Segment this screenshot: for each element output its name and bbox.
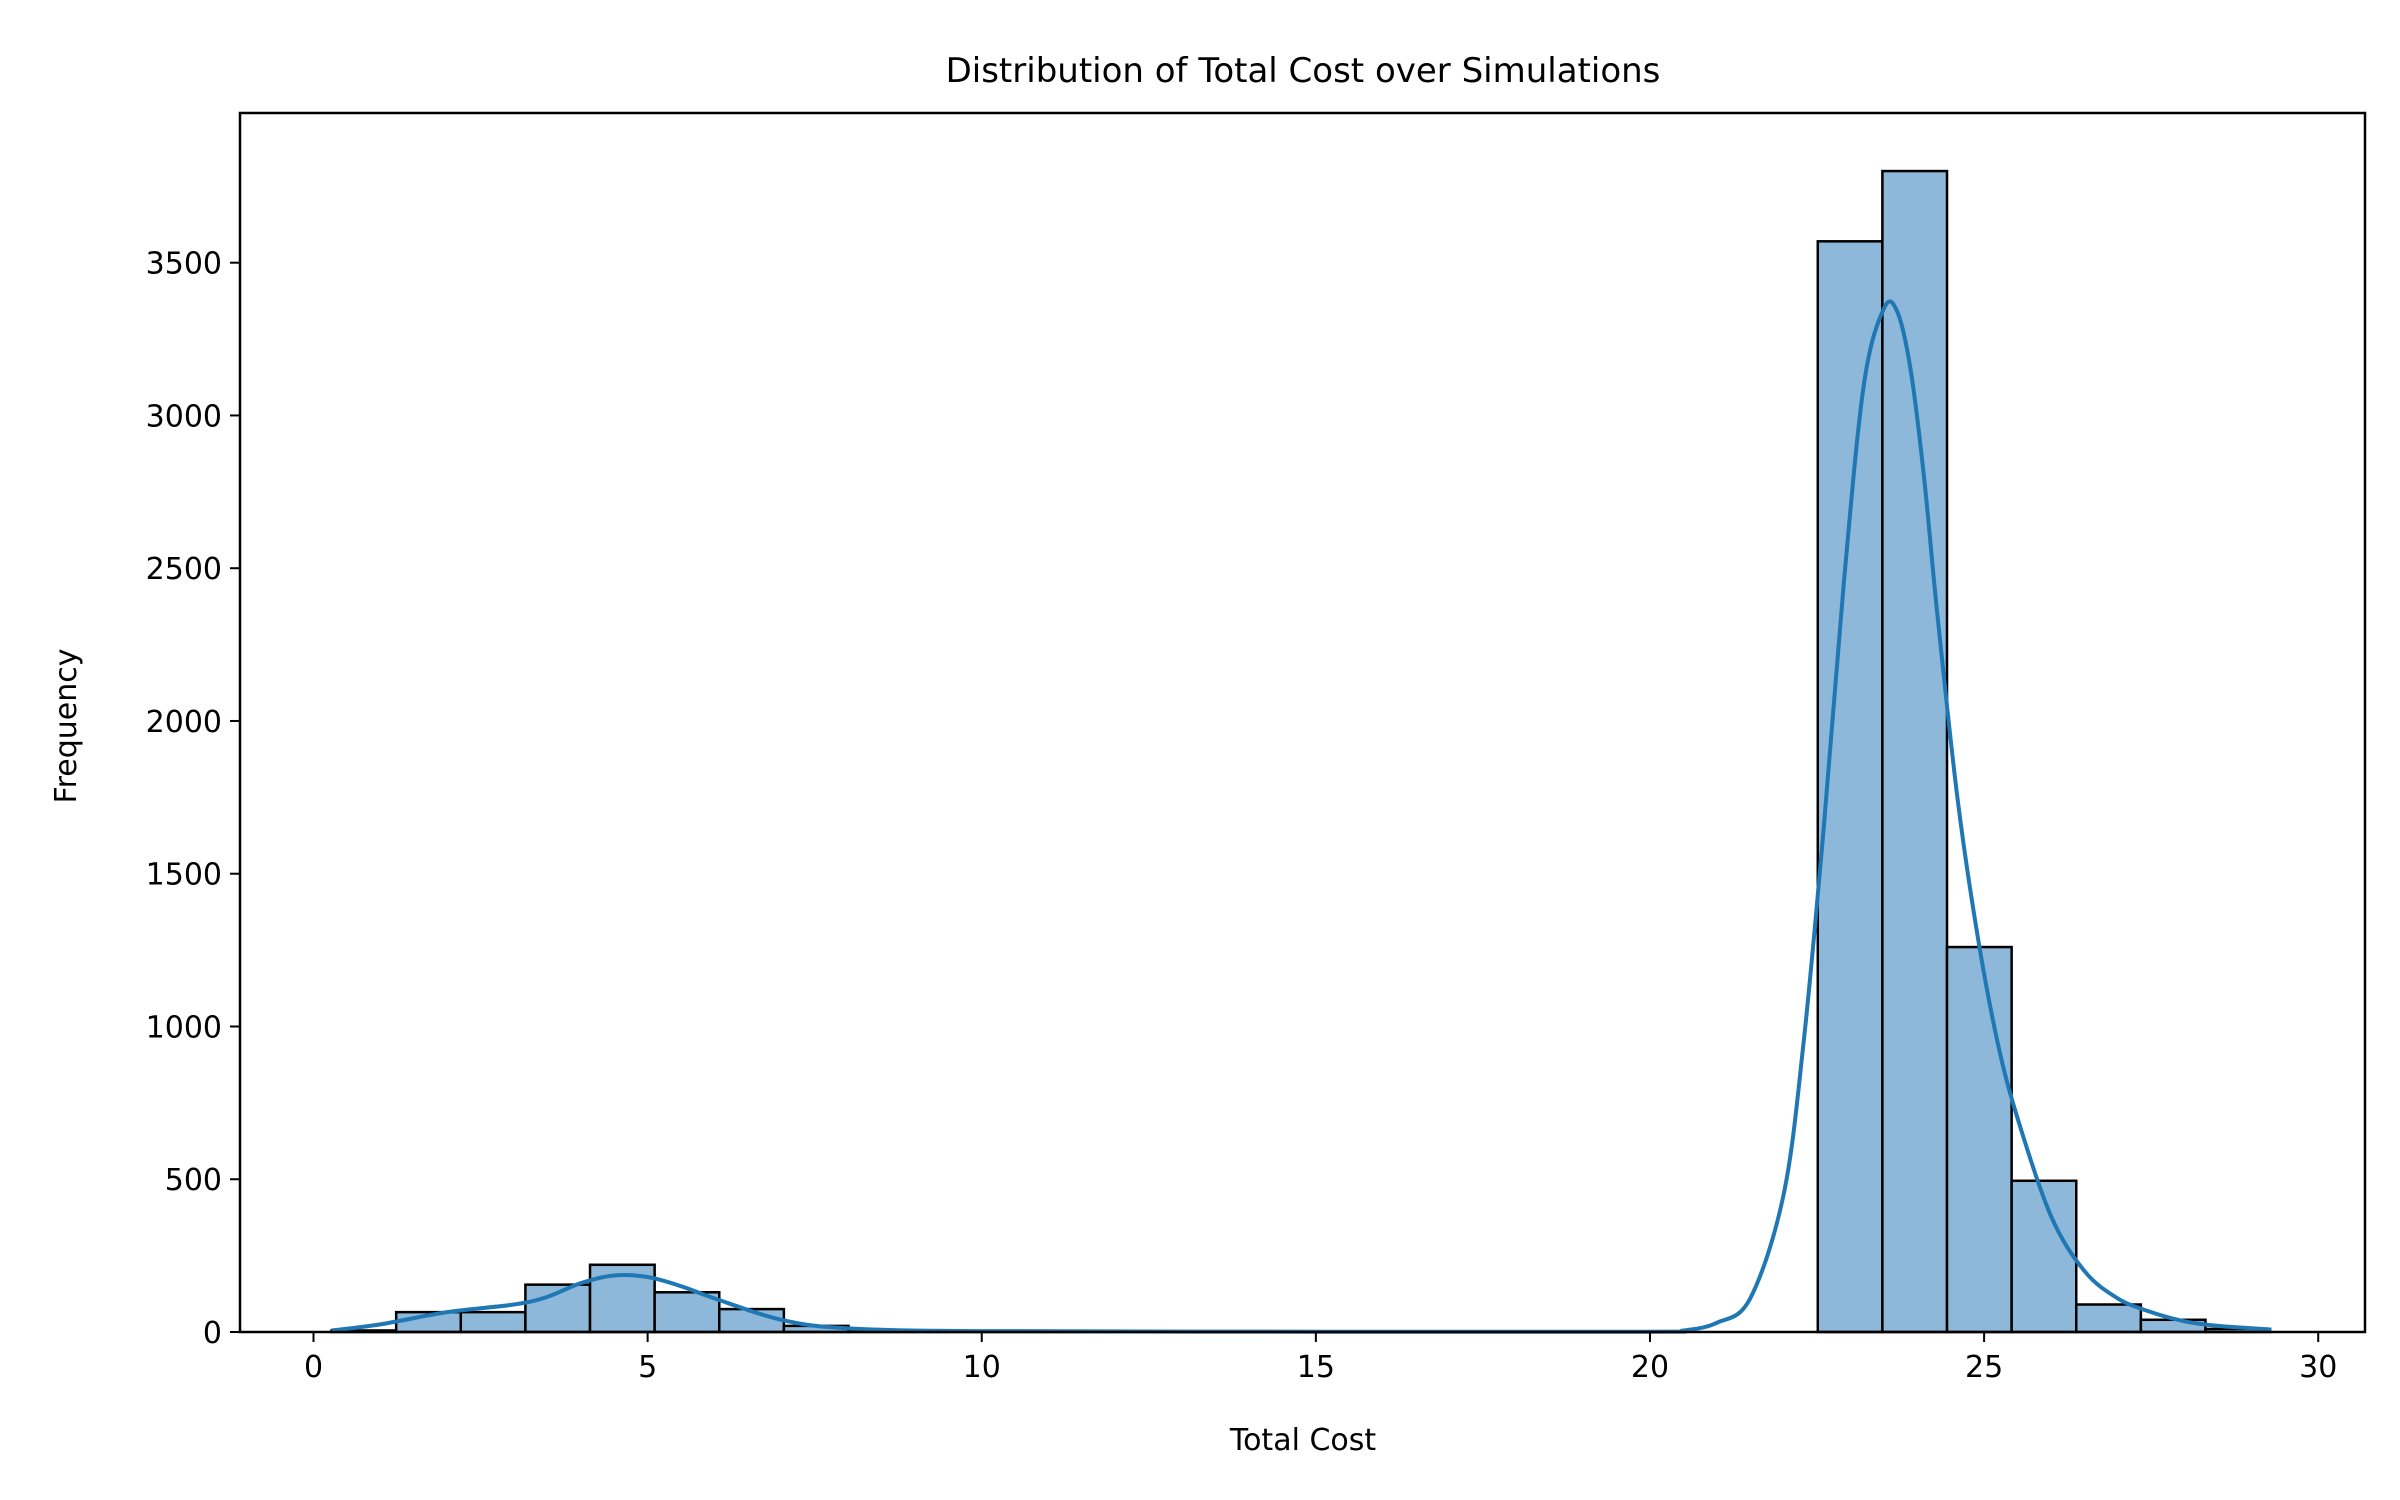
y-tick-label: 1500 <box>146 858 222 893</box>
x-tick-label: 15 <box>1297 1350 1335 1385</box>
y-tick-label: 0 <box>203 1316 222 1351</box>
histogram-bars <box>330 169 2272 1334</box>
histogram-bar <box>2075 1303 2143 1334</box>
x-tick-label: 20 <box>1631 1350 1669 1385</box>
plot-frame <box>238 111 2367 1334</box>
chart-title: Distribution of Total Cost over Simulati… <box>946 51 1661 91</box>
histogram-bar <box>1945 945 2013 1334</box>
histogram-bar <box>459 1310 527 1334</box>
y-tick-label: 3000 <box>146 399 222 434</box>
x-axis-label: Total Cost <box>1229 1423 1377 1458</box>
kde-curve <box>331 299 2272 1334</box>
y-tick-label: 2000 <box>146 705 222 740</box>
y-axis-ticks: 0 500 1000 1500 2000 2500 3000 3500 <box>146 247 240 1351</box>
y-axis-label: Frequency <box>49 649 84 804</box>
x-tick-label: 25 <box>1965 1350 2003 1385</box>
histogram-bar <box>2010 1179 2078 1334</box>
x-tick-label: 5 <box>638 1350 657 1385</box>
y-tick-label: 1000 <box>146 1010 222 1045</box>
y-tick-label: 2500 <box>146 552 222 587</box>
x-tick-label: 0 <box>304 1350 323 1385</box>
histogram-bar <box>1881 169 1949 1334</box>
x-tick-label: 10 <box>963 1350 1001 1385</box>
y-tick-label: 500 <box>165 1163 222 1198</box>
y-tick-label: 3500 <box>146 247 222 282</box>
x-axis-ticks: 0 5 10 15 20 25 30 <box>304 1332 2337 1385</box>
x-tick-label: 30 <box>2299 1350 2337 1385</box>
